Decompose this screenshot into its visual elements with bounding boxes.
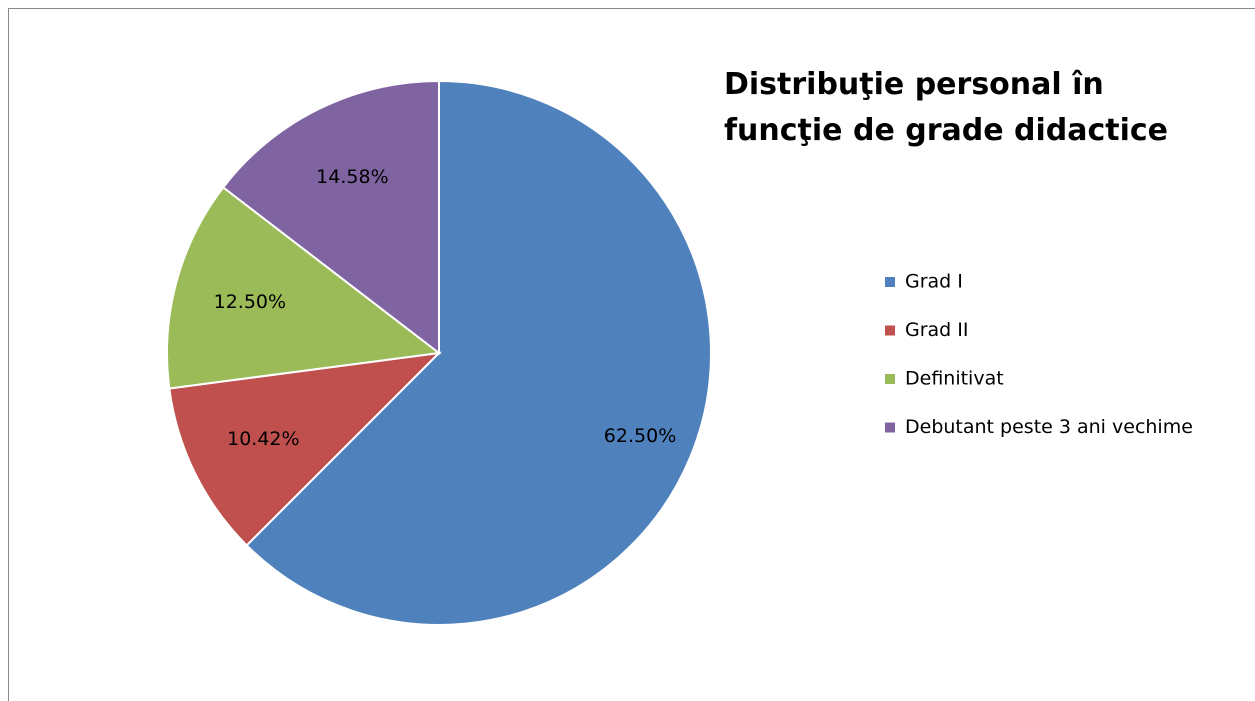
data-label: 10.42% <box>227 428 299 450</box>
legend-swatch <box>885 277 895 287</box>
pie-slice <box>221 79 440 356</box>
chart-frame <box>8 8 1255 701</box>
legend-label: Debutant peste 3 ani vechime <box>905 416 1193 438</box>
legend-swatch <box>885 325 895 336</box>
pie-slice <box>166 185 442 390</box>
legend-label: Grad I <box>905 271 963 293</box>
legend-label: Grad II <box>905 319 969 341</box>
chart-title: Distribuţie personal în funcţie de grade… <box>724 67 1169 148</box>
data-label: 12.50% <box>214 291 286 313</box>
data-label: 62.50% <box>604 425 676 447</box>
pie-slice <box>168 351 442 547</box>
legend-swatch <box>885 374 895 384</box>
pie-slice <box>245 79 712 626</box>
data-label: 14.58% <box>316 166 388 188</box>
legend-swatch <box>885 422 895 433</box>
legend-label: Definitivat <box>905 368 1004 390</box>
